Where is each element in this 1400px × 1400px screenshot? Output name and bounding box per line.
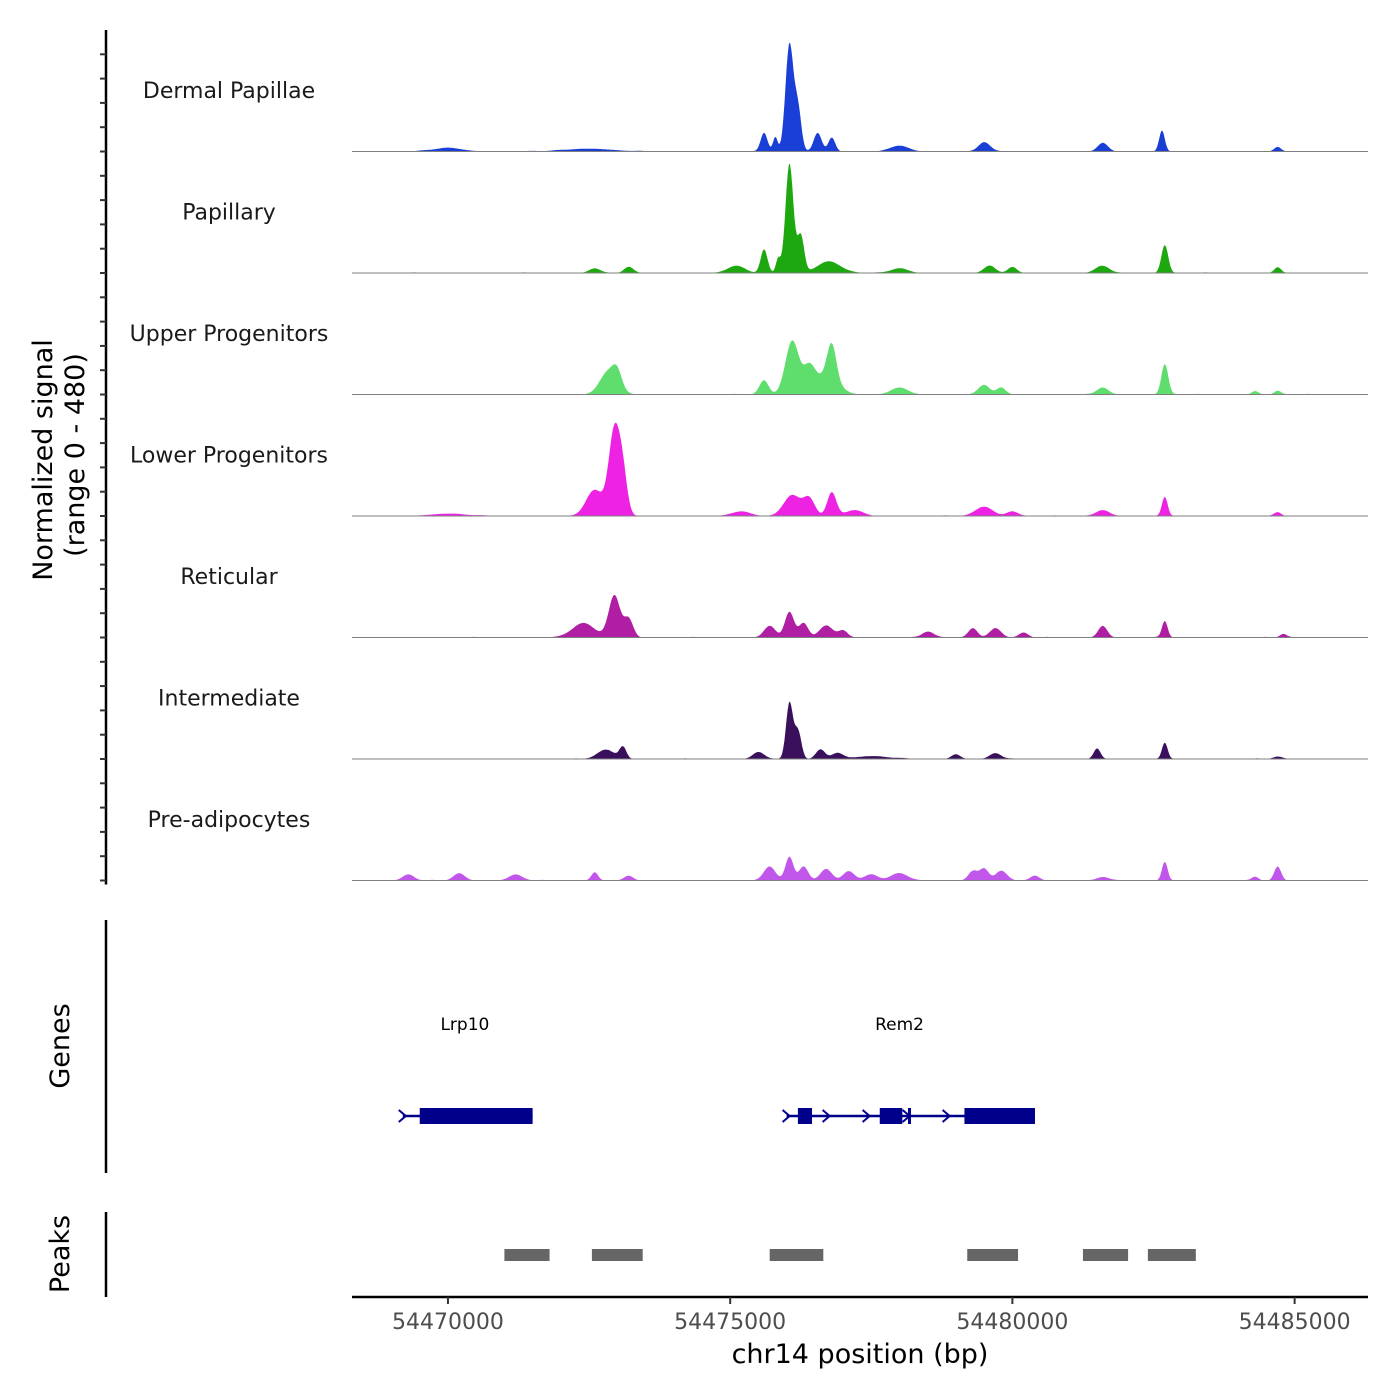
track-dermal-papillae: Dermal Papillae	[143, 42, 1368, 152]
track-lower-progenitors: Lower Progenitors	[130, 422, 1368, 517]
x-axis-title: chr14 position (bp)	[732, 1339, 989, 1370]
gene-lrp10: Lrp10	[398, 1015, 533, 1124]
peak-region	[1147, 1249, 1196, 1261]
track-label: Dermal Papillae	[143, 79, 315, 104]
peak-region	[1082, 1249, 1129, 1261]
x-tick-label: 54485000	[1239, 1310, 1351, 1335]
track-papillary: Papillary	[182, 164, 1368, 274]
signal-y-axis	[100, 30, 108, 885]
x-tick-label: 54480000	[956, 1310, 1068, 1335]
x-tick-label: 54475000	[674, 1310, 786, 1335]
track-label: Upper Progenitors	[130, 322, 329, 347]
peaks-track	[104, 1212, 1196, 1297]
track-intermediate: Intermediate	[158, 687, 1368, 760]
strand-arrow	[781, 1109, 792, 1123]
strand-arrow	[821, 1109, 832, 1123]
y-axis-title: Normalized signal	[28, 339, 59, 581]
gene-exon	[797, 1108, 813, 1124]
y-axis-range: (range 0 - 480)	[60, 353, 91, 557]
gene-exon	[964, 1108, 1035, 1124]
signal-area	[391, 42, 1323, 152]
track-upper-progenitors: Upper Progenitors	[130, 322, 1368, 395]
x-axis: 54470000 54475000 54480000 54485000	[352, 1295, 1368, 1335]
gene-exon	[907, 1108, 911, 1124]
strand-arrow	[398, 1109, 408, 1123]
strand-arrow	[941, 1109, 952, 1123]
signal-tracks: Dermal Papillae Papillary Upper Progenitor…	[130, 42, 1368, 881]
peak-region	[769, 1249, 824, 1261]
gene-exon	[419, 1108, 533, 1124]
strand-arrow	[861, 1109, 872, 1123]
track-label: Reticular	[180, 565, 278, 590]
peak-region	[967, 1249, 1019, 1261]
track-label: Intermediate	[158, 687, 300, 712]
genes-track-label: Genes	[45, 1003, 76, 1088]
signal-area	[391, 856, 1323, 881]
track-label: Pre-adipocytes	[148, 808, 311, 833]
gene-label: Lrp10	[440, 1015, 489, 1035]
signal-area	[391, 701, 1323, 759]
signal-area	[391, 422, 1323, 516]
peaks-track-label: Peaks	[45, 1215, 76, 1293]
gene-rem2: Rem2	[781, 1015, 1035, 1124]
gene-label: Rem2	[875, 1015, 924, 1035]
track-label: Lower Progenitors	[130, 444, 328, 469]
signal-area	[391, 595, 1323, 638]
track-pre-adipocytes: Pre-adipocytes	[148, 808, 1368, 881]
track-reticular: Reticular	[180, 565, 1368, 638]
gene-exon	[879, 1108, 903, 1124]
x-tick-label: 54470000	[392, 1310, 504, 1335]
genes-track: Lrp10 Rem2	[104, 920, 1035, 1173]
signal-area	[391, 164, 1323, 273]
track-label: Papillary	[182, 201, 276, 226]
peak-region	[591, 1249, 643, 1261]
peak-region	[504, 1249, 550, 1261]
signal-area	[391, 340, 1323, 395]
